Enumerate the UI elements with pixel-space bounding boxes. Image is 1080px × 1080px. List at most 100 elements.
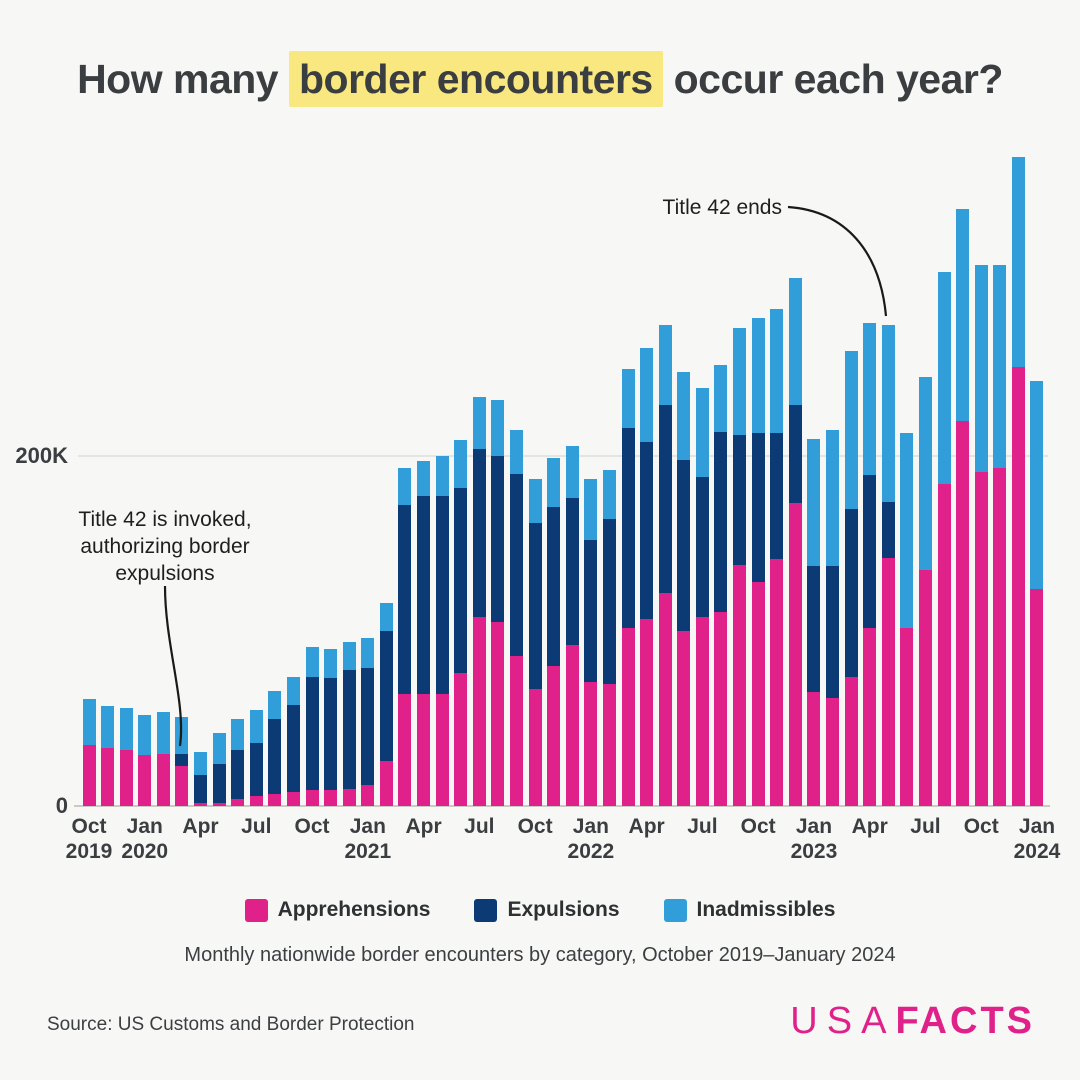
gridline-200k (78, 455, 1048, 457)
inadmissibles-segment (584, 478, 598, 540)
expulsions-segment (212, 764, 226, 803)
x-tick-month: Jan (349, 815, 386, 838)
bar-aug-2023 (937, 272, 951, 806)
inadmissibles-segment (974, 265, 988, 472)
x-axis-line (74, 805, 1050, 807)
bar-jun-2021 (454, 440, 468, 806)
bar-may-2022 (658, 324, 672, 806)
inadmissibles-segment (156, 711, 170, 754)
bar-aug-2021 (491, 400, 505, 806)
expulsions-segment (528, 522, 542, 689)
apprehensions-segment (993, 468, 1007, 806)
inadmissibles-segment (342, 641, 356, 670)
apprehensions-segment (918, 569, 932, 806)
bar-jan-2024 (1030, 380, 1044, 806)
expulsions-segment (379, 631, 393, 761)
bar-mar-2022 (621, 368, 635, 806)
annotation-title42-ends: Title 42 ends (662, 196, 782, 219)
inadmissibles-segment (472, 396, 486, 449)
x-tick-year: 2021 (344, 840, 392, 863)
bar-jul-2023 (918, 377, 932, 806)
bar-sep-2021 (510, 429, 524, 806)
bar-may-2023 (881, 324, 895, 806)
apprehensions-segment (640, 618, 654, 806)
expulsions-segment (435, 496, 449, 694)
apprehensions-segment (119, 750, 133, 806)
bar-feb-2023 (826, 429, 840, 806)
inadmissibles-segment (844, 351, 858, 509)
bar-may-2021 (435, 456, 449, 806)
apprehensions-segment (82, 744, 96, 806)
inadmissibles-segment (528, 478, 542, 523)
inadmissibles-segment (658, 324, 672, 406)
bar-jul-2021 (472, 396, 486, 806)
inadmissibles-segment (268, 690, 282, 719)
legend-label-inadmissibles: Inadmissibles (696, 898, 836, 921)
expulsions-segment (714, 431, 728, 612)
inadmissibles-segment (1011, 156, 1025, 367)
title-pre: How many (77, 56, 289, 102)
bar-jul-2022 (695, 387, 709, 806)
bar-oct-2022 (751, 317, 765, 806)
x-tick-month: Oct (294, 815, 330, 838)
apprehensions-segment (156, 753, 170, 806)
expulsions-segment (565, 498, 579, 645)
x-tick-month: Oct (71, 815, 107, 838)
x-tick-jan-2020: Jan 2020 (103, 814, 187, 864)
bar-apr-2020 (194, 751, 208, 806)
inadmissibles-segment (398, 468, 412, 505)
expulsions-segment (510, 473, 524, 656)
apprehensions-segment (826, 697, 840, 806)
apprehensions-segment (435, 694, 449, 806)
inadmissibles-segment (807, 438, 821, 567)
apprehensions-segment (342, 788, 356, 806)
bar-jul-2020 (249, 709, 263, 806)
expulsions-segment (286, 704, 300, 792)
expulsions-segment (175, 753, 189, 766)
inadmissibles-segment (714, 365, 728, 432)
bar-jun-2020 (231, 718, 245, 806)
expulsions-segment (472, 449, 486, 617)
x-tick-oct: Oct (716, 814, 800, 839)
expulsions-segment (268, 718, 282, 794)
apprehensions-segment (194, 802, 208, 806)
x-tick-year: 2019 (65, 840, 113, 863)
x-tick-month: Jan (572, 815, 609, 838)
apprehensions-segment (881, 557, 895, 806)
expulsions-segment (602, 519, 616, 684)
expulsions-segment (695, 477, 709, 617)
inadmissibles-segment (510, 429, 524, 474)
apprehensions-segment (528, 688, 542, 806)
apprehensions-segment (937, 484, 951, 806)
inadmissibles-segment (101, 706, 115, 749)
expulsions-segment (863, 475, 877, 628)
apprehensions-segment (268, 793, 282, 806)
x-tick-month: Apr (405, 815, 442, 838)
expulsions-segment (249, 743, 263, 796)
inadmissibles-segment (937, 272, 951, 484)
bar-oct-2020 (305, 646, 319, 806)
apprehensions-segment (212, 802, 226, 806)
bar-may-2020 (212, 732, 226, 806)
annotation-invoked-line1: Title 42 is invoked, (78, 508, 252, 531)
expulsions-segment (231, 750, 245, 799)
x-tick-jul: Jul (660, 814, 744, 839)
inadmissibles-segment (175, 716, 189, 754)
expulsions-segment (881, 501, 895, 558)
inadmissibles-segment (249, 709, 263, 743)
x-tick-jan-2024: Jan 2024 (995, 814, 1079, 864)
inadmissibles-segment (138, 715, 152, 756)
x-tick-apr: Apr (828, 814, 912, 839)
bar-dec-2023 (1011, 156, 1025, 806)
inadmissibles-segment (900, 433, 914, 628)
expulsions-segment (417, 496, 431, 694)
inadmissibles-segment (231, 718, 245, 750)
x-tick-oct-2019: Oct 2019 (47, 814, 131, 864)
apprehensions-segment (974, 471, 988, 806)
bar-nov-2020 (324, 648, 338, 806)
legend-label-expulsions: Expulsions (507, 898, 620, 921)
inadmissibles-segment (324, 648, 338, 679)
bar-aug-2022 (714, 365, 728, 806)
bar-feb-2022 (602, 470, 616, 806)
inadmissibles-segment (1030, 380, 1044, 589)
